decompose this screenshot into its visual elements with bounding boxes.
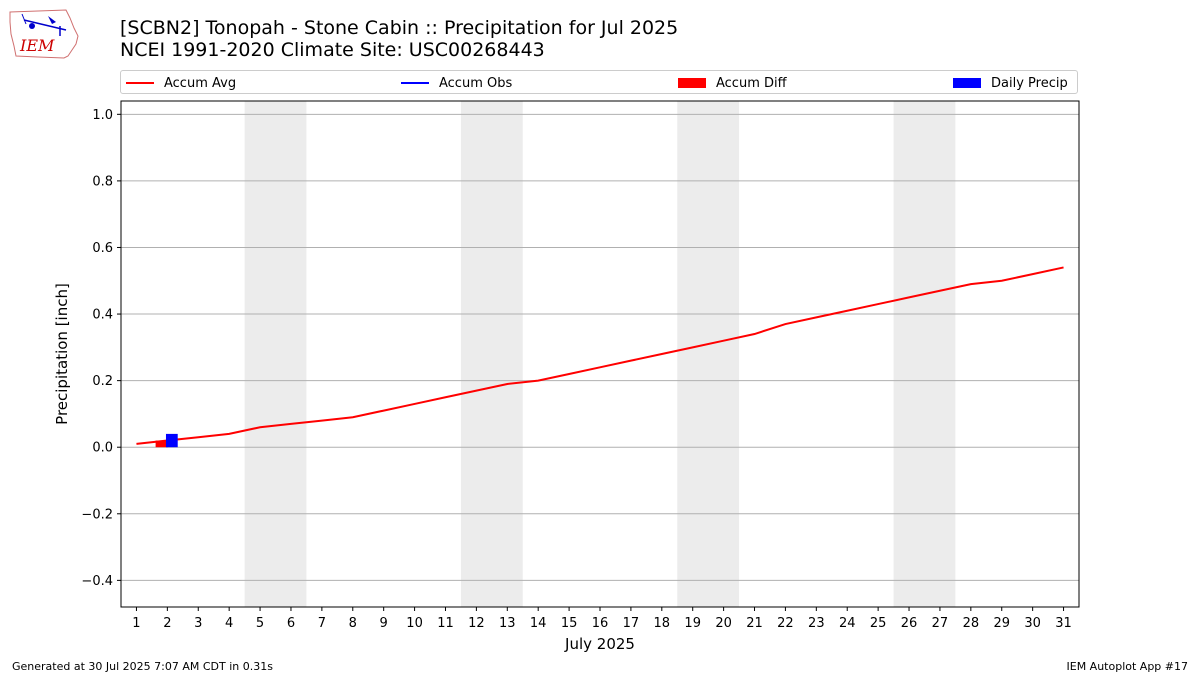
weekend-band-3 (893, 101, 956, 607)
x-tick-label: 13 (499, 616, 516, 631)
x-tick-label: 24 (839, 616, 856, 631)
x-tick-label: 15 (561, 616, 578, 631)
x-tick-label: 4 (225, 616, 233, 631)
x-tick-label: 21 (746, 616, 763, 631)
x-tick-label: 27 (932, 616, 949, 631)
x-tick-label: 22 (777, 616, 794, 631)
legend-label-accum-avg: Accum Avg (164, 75, 237, 91)
x-tick-label: 6 (287, 616, 295, 631)
y-tick-label: 0.6 (92, 241, 113, 256)
y-tick-label: −0.4 (81, 574, 113, 589)
x-axis-label: July 2025 (564, 635, 635, 653)
x-tick-label: 23 (808, 616, 825, 631)
weekend-band-2 (677, 101, 740, 607)
x-tick-label: 8 (349, 616, 357, 631)
x-tick-label: 28 (963, 616, 980, 631)
y-tick-label: 0.0 (92, 441, 113, 456)
y-tick-label: 0.8 (92, 174, 113, 189)
x-tick-label: 3 (194, 616, 202, 631)
x-tick-label: 9 (380, 616, 388, 631)
y-tick-label: 1.0 (92, 108, 113, 123)
legend-item-accum-obs: Accum Obs (401, 74, 512, 92)
weekend-band-1 (460, 101, 523, 607)
x-tick-label: 31 (1055, 616, 1072, 631)
legend-label-accum-obs: Accum Obs (439, 75, 513, 91)
y-tick-label: −0.2 (81, 507, 113, 522)
x-tick-label: 1 (132, 616, 140, 631)
x-tick-label: 25 (870, 616, 887, 631)
x-tick-label: 2 (163, 616, 171, 631)
x-tick-label: 29 (993, 616, 1010, 631)
x-tick-label: 10 (406, 616, 423, 631)
x-tick-label: 17 (623, 616, 640, 631)
x-tick-label: 30 (1024, 616, 1041, 631)
y-tick-label: 0.2 (92, 374, 113, 389)
x-tick-label: 20 (715, 616, 732, 631)
title-line-1: [SCBN2] Tonopah - Stone Cabin :: Precipi… (120, 17, 679, 39)
x-tick-label: 26 (901, 616, 918, 631)
y-tick-label: 0.4 (92, 308, 113, 323)
legend-label-accum-diff: Accum Diff (716, 75, 787, 91)
chart-title: [SCBN2] Tonopah - Stone Cabin :: Precipi… (120, 17, 678, 61)
footer-app: IEM Autoplot App #17 (1066, 660, 1189, 673)
legend-swatch-accum-diff (678, 78, 706, 88)
legend: Accum Avg Accum Obs Accum Diff Daily Pre… (120, 70, 1078, 94)
iem-logo: IEM (8, 6, 82, 60)
x-tick-label: 12 (468, 616, 485, 631)
legend-item-daily-precip: Daily Precip (953, 74, 1068, 92)
x-tick-label: 19 (684, 616, 701, 631)
x-tick-label: 5 (256, 616, 264, 631)
daily-precip-bar (165, 433, 178, 448)
weekend-band-0 (244, 101, 307, 607)
legend-swatch-daily-precip (953, 78, 981, 88)
accum-diff-bar (155, 440, 168, 448)
x-tick-label: 11 (437, 616, 454, 631)
legend-swatch-accum-obs (401, 82, 429, 84)
x-tick-label: 18 (654, 616, 671, 631)
x-tick-label: 7 (318, 616, 326, 631)
legend-item-accum-avg: Accum Avg (126, 74, 236, 92)
footer-generated: Generated at 30 Jul 2025 7:07 AM CDT in … (12, 660, 273, 673)
legend-swatch-accum-avg (126, 82, 154, 84)
x-tick-label: 14 (530, 616, 547, 631)
logo-text: IEM (19, 36, 55, 55)
legend-item-accum-diff: Accum Diff (678, 74, 787, 92)
x-tick-label: 16 (592, 616, 609, 631)
legend-label-daily-precip: Daily Precip (991, 75, 1068, 91)
y-axis-label: Precipitation [inch] (53, 283, 71, 425)
title-line-2: NCEI 1991-2020 Climate Site: USC00268443 (120, 39, 545, 61)
